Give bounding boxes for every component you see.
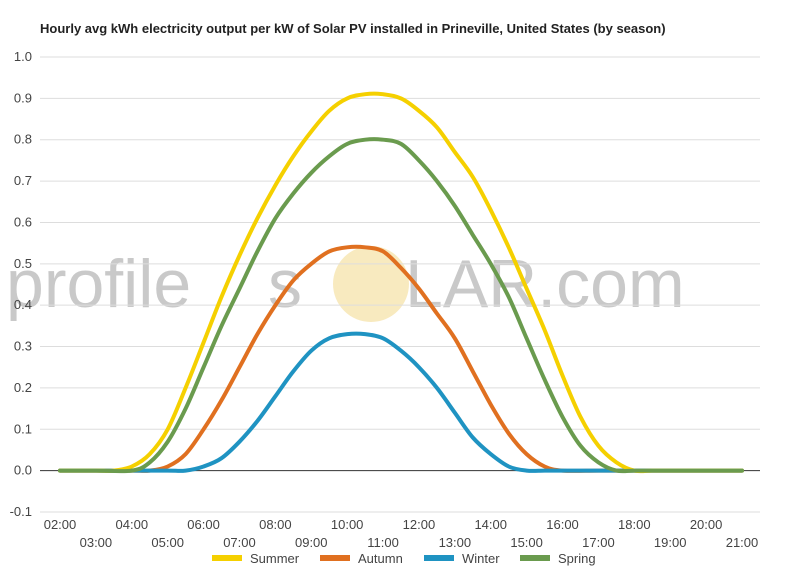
y-tick-label: 0.1 (14, 421, 32, 436)
profilesolar-watermark: profile s LAR.com (6, 246, 685, 322)
legend-item-summer[interactable]: Summer (212, 551, 300, 566)
legend-swatch-spring (520, 555, 550, 561)
x-tick-label: 06:00 (187, 517, 220, 532)
series-line-winter (58, 331, 744, 473)
x-tick-label: 04:00 (116, 517, 149, 532)
legend-item-autumn[interactable]: Autumn (320, 551, 403, 566)
chart-legend[interactable]: Summer Autumn Winter Spring (212, 551, 596, 566)
x-tick-label: 15:00 (510, 535, 543, 550)
x-tick-label: 03:00 (80, 535, 113, 550)
x-tick-label: 12:00 (403, 517, 436, 532)
y-tick-label: 0.7 (14, 173, 32, 188)
y-tick-label: -0.1 (10, 504, 32, 519)
y-tick-label: 0.9 (14, 90, 32, 105)
watermark-text-right: LAR.com (405, 246, 685, 322)
legend-label-summer: Summer (250, 551, 300, 566)
y-tick-label: 0.4 (14, 297, 32, 312)
legend-label-winter: Winter (462, 551, 500, 566)
x-tick-label: 05:00 (151, 535, 184, 550)
x-tick-label: 16:00 (546, 517, 579, 532)
legend-label-autumn: Autumn (358, 551, 403, 566)
series-line-spring (58, 137, 744, 474)
x-axis-ticks: 02:0003:0004:0005:0006:0007:0008:0009:00… (44, 517, 759, 550)
y-tick-label: 0.8 (14, 132, 32, 147)
x-tick-label: 11:00 (367, 535, 399, 550)
x-tick-label: 17:00 (582, 535, 615, 550)
legend-item-winter[interactable]: Winter (424, 551, 500, 566)
y-tick-label: 0.2 (14, 380, 32, 395)
watermark-text-left: profile (6, 246, 191, 322)
x-tick-label: 20:00 (690, 517, 723, 532)
y-axis-ticks: 1.0 0.9 0.8 0.7 0.6 0.5 0.4 0.3 0.2 0.1 0.0 -0.1 (10, 49, 32, 519)
x-tick-label: 21:00 (726, 535, 759, 550)
x-tick-label: 10:00 (331, 517, 364, 532)
series-line-summer (58, 91, 744, 474)
x-tick-label: 08:00 (259, 517, 292, 532)
watermark-sun-logo (333, 246, 409, 322)
legend-swatch-autumn (320, 555, 350, 561)
y-tick-label: 0.3 (14, 339, 32, 354)
x-tick-label: 09:00 (295, 535, 328, 550)
chart-title: Hourly avg kWh electricity output per kW… (40, 21, 666, 36)
x-tick-label: 07:00 (223, 535, 256, 550)
legend-swatch-summer (212, 555, 242, 561)
x-tick-label: 02:00 (44, 517, 77, 532)
y-tick-label: 0.5 (14, 256, 32, 271)
legend-label-spring: Spring (558, 551, 596, 566)
legend-swatch-winter (424, 555, 454, 561)
legend-item-spring[interactable]: Spring (520, 551, 596, 566)
x-tick-label: 14:00 (474, 517, 507, 532)
y-tick-label: 1.0 (14, 49, 32, 64)
x-tick-label: 13:00 (439, 535, 472, 550)
x-tick-label: 18:00 (618, 517, 651, 532)
chart-series (58, 91, 744, 474)
y-tick-label: 0.6 (14, 214, 32, 229)
y-tick-label: 0.0 (14, 463, 32, 478)
x-tick-label: 19:00 (654, 535, 687, 550)
